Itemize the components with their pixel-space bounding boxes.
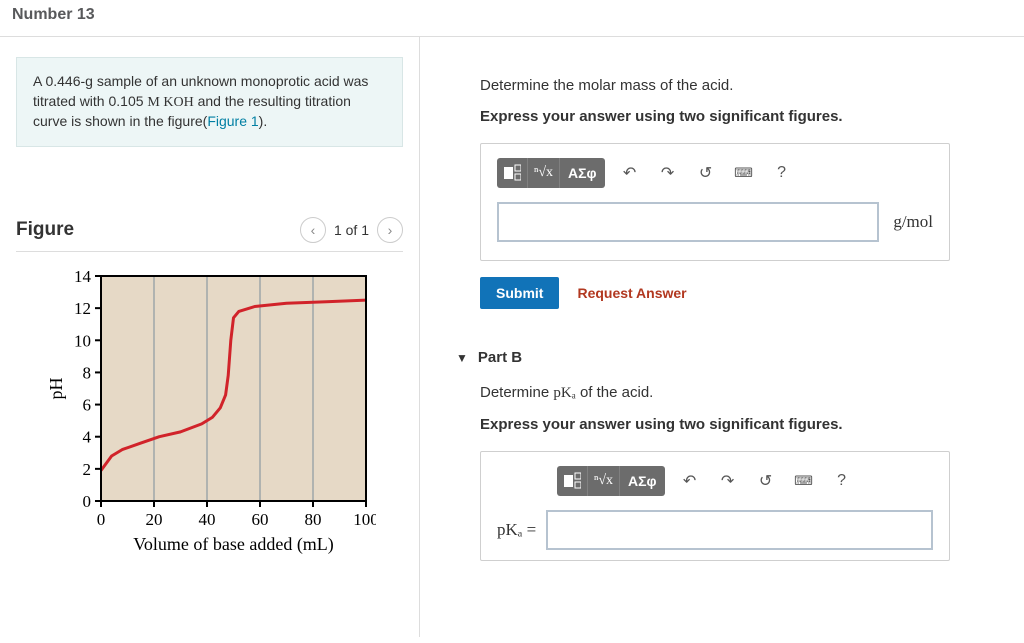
- page-title: Number 13: [0, 0, 1024, 30]
- figure-counter: 1 of 1: [334, 222, 369, 238]
- redo-icon[interactable]: ↷: [715, 471, 741, 491]
- problem-statement: A 0.446-g sample of an unknown monoproti…: [16, 57, 403, 147]
- svg-text:12: 12: [74, 299, 91, 318]
- math-root-button[interactable]: ⁿ√x: [587, 466, 619, 496]
- undo-icon[interactable]: ↶: [677, 471, 703, 491]
- help-icon[interactable]: ?: [769, 164, 795, 182]
- partA-answer-input[interactable]: [497, 202, 879, 242]
- svg-text:Volume of base added (mL): Volume of base added (mL): [133, 534, 334, 555]
- partB-var: pKₐ: [553, 385, 575, 401]
- figure-heading: Figure: [16, 219, 74, 241]
- svg-text:60: 60: [252, 510, 269, 529]
- partA-instruction: Express your answer using two significan…: [480, 108, 1004, 125]
- keyboard-icon[interactable]: ⌨: [791, 473, 817, 489]
- reset-icon[interactable]: ↺: [693, 163, 719, 183]
- partB-var-label: pKₐ =: [497, 520, 536, 540]
- figure-link[interactable]: Figure 1: [207, 113, 258, 129]
- redo-icon[interactable]: ↷: [655, 163, 681, 183]
- partB-answer-input[interactable]: [546, 510, 933, 550]
- partB-instruction: Express your answer using two significan…: [480, 416, 1004, 433]
- collapse-icon[interactable]: ▼: [456, 351, 468, 365]
- partB-answer-box: ⁿ√x ΑΣφ ↶ ↷ ↺ ⌨ ? pKₐ =: [480, 451, 950, 561]
- svg-text:20: 20: [146, 510, 163, 529]
- svg-text:pH: pH: [46, 377, 66, 399]
- svg-text:2: 2: [83, 460, 92, 479]
- svg-text:40: 40: [199, 510, 216, 529]
- svg-text:14: 14: [74, 267, 92, 286]
- svg-text:4: 4: [83, 427, 92, 446]
- partB-text: Determine: [480, 384, 553, 401]
- partA-prompt: Determine the molar mass of the acid.: [480, 77, 1004, 94]
- submit-button[interactable]: Submit: [480, 277, 559, 309]
- keyboard-icon[interactable]: ⌨: [731, 165, 757, 181]
- svg-text:10: 10: [74, 331, 91, 350]
- right-column: Determine the molar mass of the acid. Ex…: [420, 37, 1024, 637]
- partB-title: Part B: [478, 349, 522, 366]
- titration-chart: 0 2 4 6 8 10 12 14 0 20 40 60 80 100 Volume of base ad…: [16, 266, 403, 559]
- greek-button[interactable]: ΑΣφ: [619, 466, 665, 496]
- svg-text:100: 100: [353, 510, 376, 529]
- partA-unit: g/mol: [893, 212, 933, 232]
- svg-text:8: 8: [83, 363, 92, 382]
- partA-answer-box: ⁿ√x ΑΣφ ↶ ↷ ↺ ⌨ ? g/mol: [480, 143, 950, 261]
- figure-next-button[interactable]: ›: [377, 217, 403, 243]
- help-icon[interactable]: ?: [829, 472, 855, 490]
- request-answer-link[interactable]: Request Answer: [577, 285, 686, 301]
- templates-button[interactable]: [497, 158, 527, 188]
- left-column: A 0.446-g sample of an unknown monoproti…: [0, 37, 420, 637]
- reset-icon[interactable]: ↺: [753, 471, 779, 491]
- problem-text: ).: [259, 113, 268, 129]
- partB-text: of the acid.: [576, 384, 654, 401]
- partB-prompt: Determine pKₐ of the acid.: [480, 384, 1004, 402]
- svg-text:80: 80: [305, 510, 322, 529]
- partB-toolbar: ⁿ√x ΑΣφ ↶ ↷ ↺ ⌨ ?: [557, 466, 933, 496]
- greek-button[interactable]: ΑΣφ: [559, 158, 605, 188]
- svg-text:0: 0: [97, 510, 106, 529]
- svg-text:0: 0: [83, 492, 92, 511]
- partA-toolbar: ⁿ√x ΑΣφ ↶ ↷ ↺ ⌨ ?: [497, 158, 933, 188]
- templates-button[interactable]: [557, 466, 587, 496]
- undo-icon[interactable]: ↶: [617, 163, 643, 183]
- math-root-button[interactable]: ⁿ√x: [527, 158, 559, 188]
- figure-prev-button[interactable]: ‹: [300, 217, 326, 243]
- problem-formula: M KOH: [147, 95, 193, 110]
- svg-text:6: 6: [83, 395, 92, 414]
